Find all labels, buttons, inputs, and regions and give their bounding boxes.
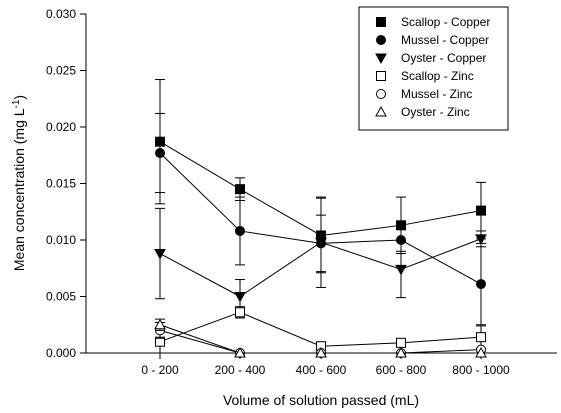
y-tick-label: 0.010: [46, 233, 76, 247]
y-axis-title-close: ): [11, 95, 27, 100]
marker-square-open: [376, 71, 386, 81]
legend-label: Scallop - Copper: [401, 15, 490, 29]
x-axis-ticks: 0 - 200 200 - 400 400 - 600 600 - 800 800 - …: [141, 353, 510, 377]
marker-triangle-down-filled: [234, 292, 246, 303]
legend: Scallop - Copper Mussel - Copper Oyster - …: [358, 6, 509, 131]
marker-circle-filled: [235, 225, 245, 236]
marker-square-open: [235, 307, 245, 318]
marker-triangle-up-open: [154, 318, 166, 330]
y-axis-title-superscript: -1: [11, 99, 22, 108]
series-line: [159, 311, 482, 347]
marker-triangle-down-filled: [154, 249, 166, 260]
marker-triangle-down-filled: [475, 234, 487, 245]
series-oyster-zinc: [154, 318, 487, 358]
marker-square-open: [476, 332, 486, 343]
legend-box: [358, 6, 509, 131]
legend-label: Oyster - Copper: [401, 51, 486, 65]
x-tick-label: 600 - 800: [376, 363, 427, 377]
y-tick-label: 0.000: [46, 346, 76, 360]
legend-label: Mussel - Zinc: [401, 87, 472, 101]
marker-triangle-up-open: [475, 346, 487, 358]
x-tick-label: 0 - 200: [141, 363, 179, 377]
marker-triangle-up-open: [375, 105, 387, 117]
marker-triangle-up-open: [234, 346, 246, 358]
legend-label: Mussel - Copper: [401, 33, 489, 47]
marker-square-filled: [476, 205, 486, 216]
y-tick-label: 0.005: [46, 290, 76, 304]
legend-label: Oyster - Zinc: [401, 105, 470, 119]
marker-triangle-up-open: [315, 346, 327, 358]
marker-circle-filled: [476, 279, 486, 290]
y-tick-label: 0.025: [46, 64, 76, 78]
legend-items: Scallop - Copper Mussel - Copper Oyster - …: [375, 15, 490, 119]
marker-triangle-up-open: [395, 346, 407, 358]
y-tick-label: 0.015: [46, 177, 76, 191]
marker-square-filled: [376, 17, 386, 27]
x-tick-label: 800 - 1000: [452, 363, 510, 377]
series-oyster-copper: [154, 196, 487, 314]
series-layer: [154, 79, 487, 358]
marker-circle-filled: [376, 35, 386, 45]
y-tick-label: 0.020: [46, 120, 76, 134]
y-axis-title: Mean concentration (mg L-1): [11, 95, 27, 271]
marker-triangle-down-filled: [395, 264, 407, 276]
y-axis-ticks: 0.000 0.005 0.010 0.015 0.020 0.025 0.030: [46, 7, 86, 360]
x-axis-title: Volume of solution passed (mL): [223, 392, 419, 408]
y-tick-label: 0.030: [46, 7, 76, 21]
marker-square-filled: [235, 184, 245, 195]
y-axis-title-main: Mean concentration (mg L: [11, 108, 27, 271]
x-tick-label: 200 - 400: [215, 363, 266, 377]
marker-triangle-down-filled: [375, 53, 387, 65]
marker-circle-filled: [155, 147, 165, 158]
x-tick-label: 400 - 600: [296, 363, 347, 377]
series-scallop-zinc: [155, 306, 486, 354]
legend-label: Scallop - Zinc: [401, 69, 474, 83]
marker-square-open: [396, 337, 406, 348]
marker-circle-open: [376, 89, 386, 99]
marker-triangle-down-filled: [315, 237, 327, 249]
